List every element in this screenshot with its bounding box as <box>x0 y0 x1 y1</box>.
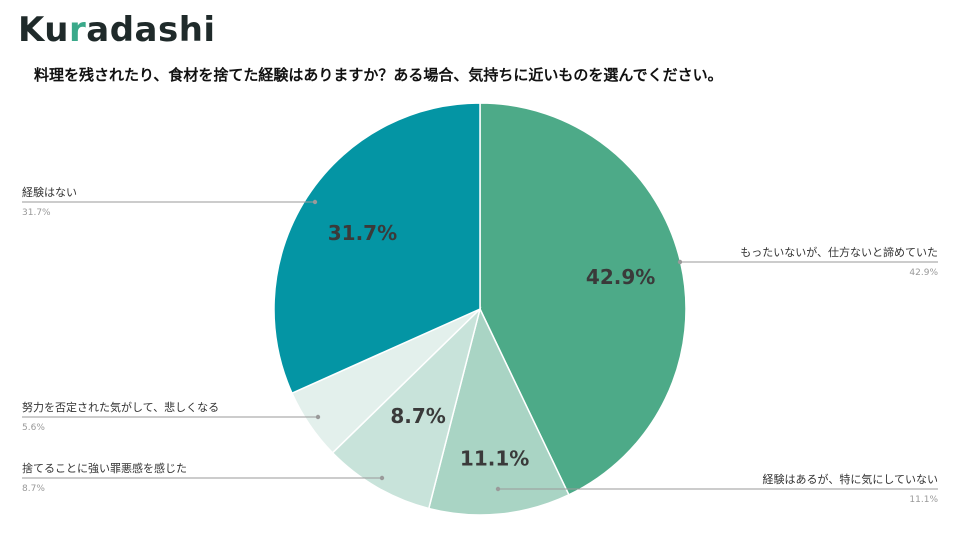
pie-slice-2 <box>427 306 570 516</box>
pie-slice-3 <box>331 306 482 510</box>
slice-value-label-3: 8.7% <box>390 404 445 428</box>
chart-title: 料理を残されたり、食材を捨てた経験はありますか？ある場合、気持ちに近いものを選ん… <box>34 66 723 84</box>
legend-value-4: 5.6% <box>22 423 45 433</box>
leader-dot-3 <box>379 475 385 481</box>
legend-label-2: 経験はあるが、特に気にしていない <box>763 472 938 486</box>
legend-label-4: 努力を否定された気がして、悲しくなる <box>22 400 219 414</box>
slice-value-label-1: 42.9% <box>586 265 655 289</box>
legend-value-2: 11.1% <box>909 495 938 505</box>
legend-label-5: 経験はない <box>22 185 77 199</box>
legend-label-1: もったいないが、仕方ないと諦めていた <box>740 245 938 259</box>
legend-value-5: 31.7% <box>22 208 51 218</box>
legend-value-1: 42.9% <box>909 268 938 278</box>
pie-slice-5 <box>273 102 481 395</box>
slice-value-label-2: 11.1% <box>460 447 529 471</box>
leader-dot-1 <box>677 259 683 265</box>
legend-value-3: 8.7% <box>22 484 45 494</box>
kuradashi-logo: Kuradashi <box>18 10 216 50</box>
leader-dot-4 <box>315 414 321 420</box>
legend-label-3: 捨てることに強い罪悪感を感じた <box>22 461 187 475</box>
leader-dot-5 <box>312 199 318 205</box>
slice-value-label-5: 31.7% <box>328 221 397 245</box>
leader-dot-2 <box>495 486 501 492</box>
